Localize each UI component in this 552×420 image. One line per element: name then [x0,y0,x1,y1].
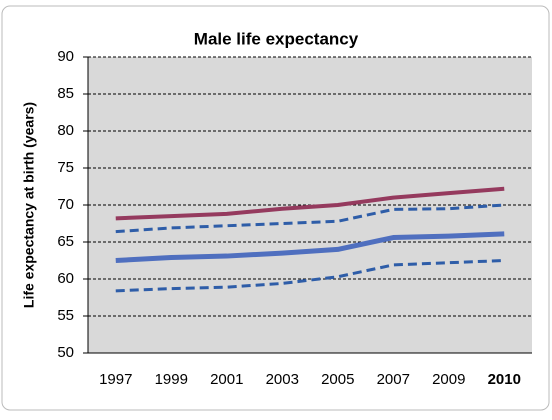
y-tick-label: 80 [57,122,74,139]
x-tick-label: 2005 [321,371,354,388]
chart-title: Male life expectancy [194,29,359,48]
x-tick-label: 1999 [155,371,188,388]
x-tick-label: 1997 [99,371,132,388]
series-line [115,231,505,263]
x-tick-label: 2010 [488,371,521,388]
x-tick-label: 2003 [266,371,299,388]
y-tick-label: 90 [57,48,74,65]
x-tick-label: 2001 [210,371,243,388]
y-tick-label: 70 [57,196,74,213]
y-tick-label: 50 [57,344,74,361]
series-line [115,186,505,221]
x-tick-label: 2007 [377,371,410,388]
series-line [115,203,505,234]
y-tick-label: 60 [57,270,74,287]
y-axis-label: Life expectancy at birth (years) [21,102,37,308]
x-tick-label: 2009 [432,371,465,388]
y-tick-label: 75 [57,159,74,176]
series-line [115,259,505,293]
y-tick-label: 55 [57,307,74,324]
y-tick-label: 85 [57,85,74,102]
y-tick-label: 65 [57,233,74,250]
